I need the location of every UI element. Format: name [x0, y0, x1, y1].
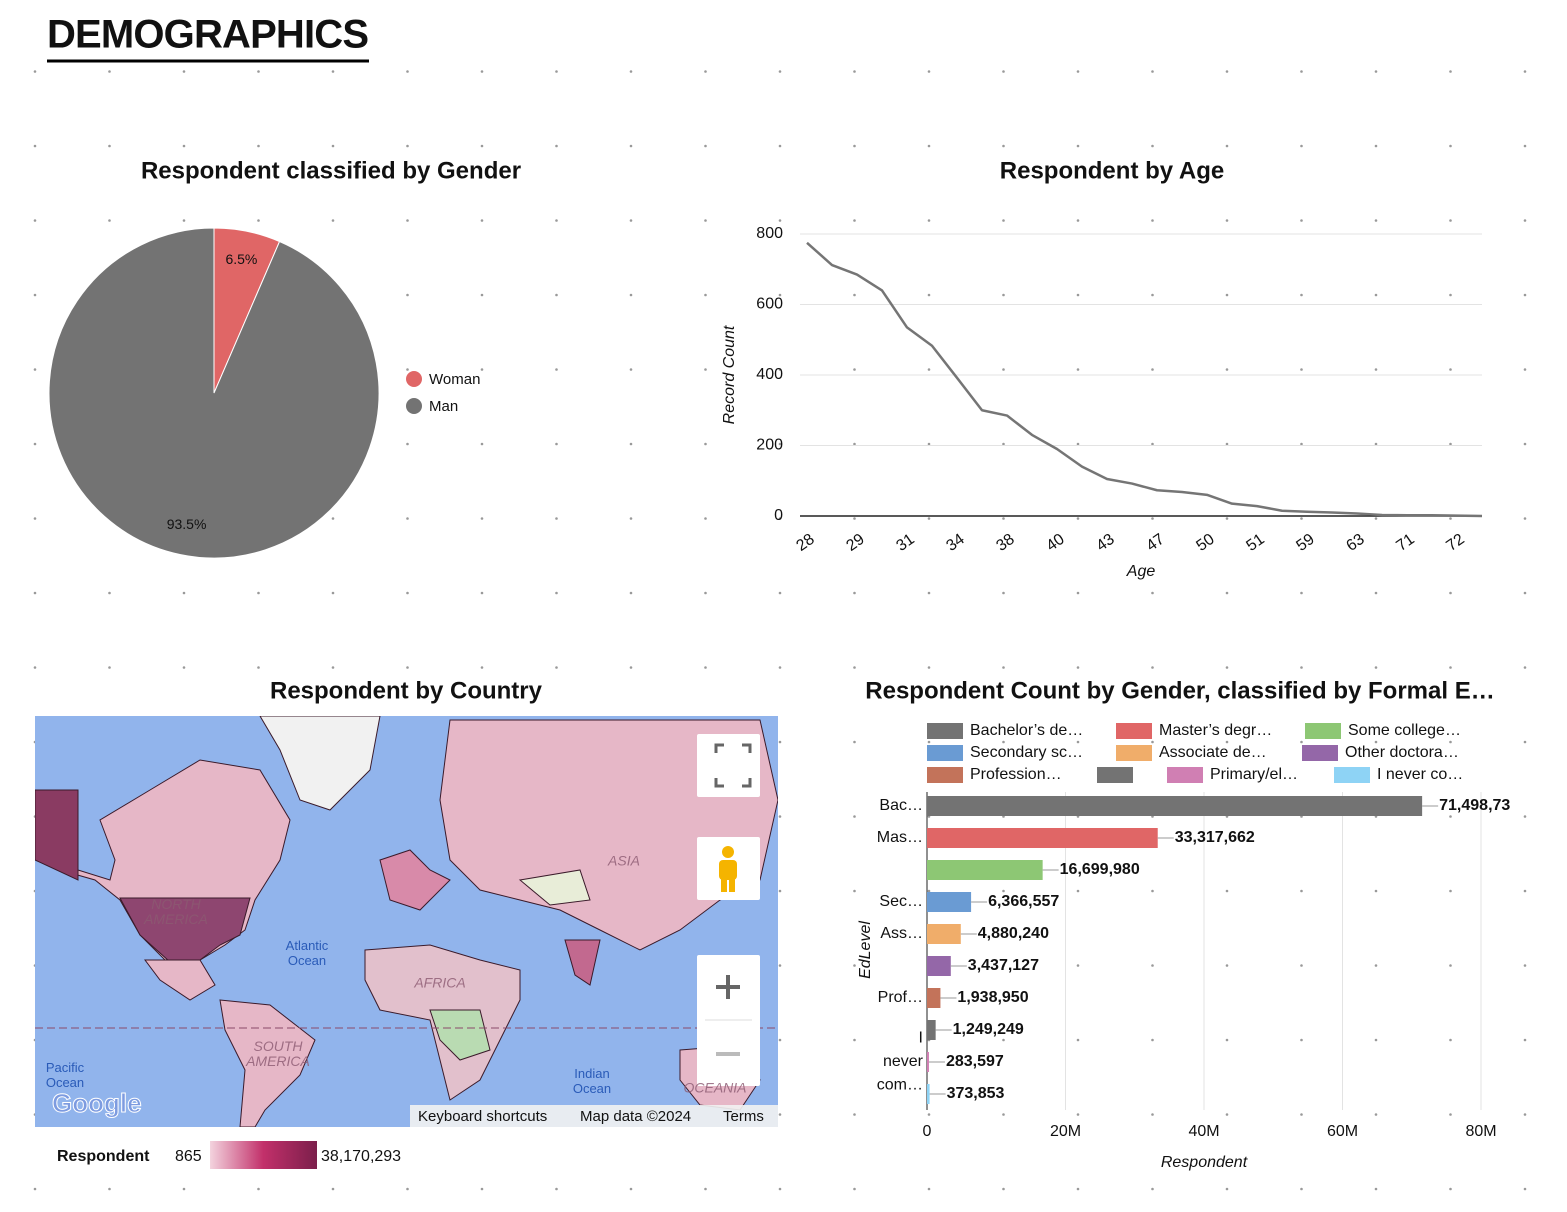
region-label: AFRICA: [413, 975, 465, 991]
y-tick-label: 0: [774, 507, 783, 524]
legend-swatch: [927, 767, 963, 783]
legend-label: Bachelor’s de…: [970, 722, 1083, 739]
bar: [927, 1052, 929, 1072]
legend-label: Some college…: [1348, 722, 1461, 739]
legend-label: Profession…: [970, 766, 1062, 783]
value-label: 283,597: [946, 1053, 1004, 1070]
value-label: 3,437,127: [968, 957, 1039, 974]
land: [35, 716, 778, 1127]
y-tick-label: 400: [756, 366, 783, 383]
pegman: [719, 846, 737, 892]
bar: [927, 860, 1043, 880]
slice-label: 6.5%: [225, 251, 257, 267]
y-tick-label: Ass…: [880, 925, 923, 942]
region-label: OCEANIA: [683, 1080, 746, 1096]
value-label: 33,317,662: [1175, 829, 1255, 846]
x-tick-label: 0: [923, 1123, 932, 1140]
y-axis-label: Record Count: [721, 325, 738, 424]
legend-swatch: [1334, 767, 1370, 783]
map: [35, 716, 778, 1127]
x-tick-label: 20M: [1050, 1123, 1081, 1140]
legend-swatch: [406, 371, 422, 387]
y-axis-label: EdLevel: [857, 921, 874, 979]
legend-min: 865: [175, 1148, 202, 1165]
y-tick-label: Bac…: [879, 797, 923, 814]
bar: [927, 988, 941, 1008]
legend-swatch: [927, 745, 963, 761]
y-tick-label: Mas…: [877, 829, 923, 846]
legend-swatch: [1167, 767, 1203, 783]
x-tick-label: 60M: [1327, 1123, 1358, 1140]
legend-label: Primary/el…: [1210, 766, 1298, 783]
region-label: SOUTH AMERICA: [245, 1038, 310, 1069]
legend-swatch: [1302, 745, 1338, 761]
pie-slice: [48, 227, 380, 559]
x-axis-label: Age: [1126, 563, 1156, 580]
legend-label: Associate de…: [1159, 744, 1267, 761]
y-tick-label: 800: [756, 225, 783, 242]
bar: [927, 796, 1423, 816]
map-attribution[interactable]: Keyboard shortcuts: [418, 1108, 547, 1125]
legend-swatch: [1116, 723, 1152, 739]
chart-title: Respondent Count by Gender, classified b…: [865, 677, 1494, 704]
bar: [927, 892, 972, 912]
chart-title: Respondent classified by Gender: [141, 157, 521, 184]
legend-label: Master’s degr…: [1159, 722, 1272, 739]
bar: [927, 1020, 936, 1040]
region-label: NORTH AMERICA: [143, 896, 208, 927]
region-label: Atlantic Ocean: [286, 938, 329, 968]
bar: [927, 1084, 930, 1104]
value-label: 71,498,73: [1439, 797, 1510, 814]
bar: [927, 828, 1158, 848]
zoom-in[interactable]: [716, 975, 740, 999]
map-logo: Google: [52, 1088, 142, 1118]
legend-swatch: [1305, 723, 1341, 739]
legend-swatch: [927, 723, 963, 739]
fullscreen-button[interactable]: [697, 734, 760, 797]
map-attribution[interactable]: Terms: [723, 1108, 764, 1125]
color-scale: [210, 1141, 317, 1169]
legend-max: 38,170,293: [321, 1148, 401, 1165]
value-label: 1,249,249: [953, 1021, 1024, 1038]
legend-label: Man: [429, 398, 458, 415]
value-label: 6,366,557: [988, 893, 1059, 910]
legend-swatch: [1097, 767, 1133, 783]
y-tick-label: 600: [756, 296, 783, 313]
bar: [927, 924, 961, 944]
y-tick-label: Sec…: [879, 893, 923, 910]
attribution-bar: [410, 1105, 778, 1127]
region-label: Pacific Ocean: [46, 1060, 85, 1090]
x-axis-label: Respondent: [1161, 1154, 1248, 1171]
slice-label: 93.5%: [167, 516, 207, 532]
region-label: Indian Ocean: [573, 1066, 611, 1096]
map-attribution[interactable]: Map data ©2024: [580, 1108, 691, 1125]
legend-label: Secondary sc…: [970, 744, 1083, 761]
bar: [927, 956, 951, 976]
y-tick-label: Prof…: [878, 989, 923, 1006]
value-label: 4,880,240: [978, 925, 1049, 942]
chart-title: Respondent by Age: [1000, 157, 1224, 184]
chart-title: Respondent by Country: [270, 677, 543, 704]
legend-title: Respondent: [57, 1148, 150, 1165]
x-tick-label: 40M: [1188, 1123, 1219, 1140]
legend-label: I never co…: [1377, 766, 1463, 783]
page-title: DEMOGRAPHICS: [47, 13, 369, 57]
fullscreen-icon: [714, 743, 752, 788]
value-label: 373,853: [947, 1085, 1005, 1102]
legend-label: Other doctora…: [1345, 744, 1459, 761]
legend-label: Woman: [429, 371, 480, 388]
value-label: 16,699,980: [1060, 861, 1140, 878]
line-series: [806, 241, 1483, 518]
legend-swatch: [406, 398, 422, 414]
x-tick-label: 80M: [1465, 1123, 1496, 1140]
region-label: ASIA: [607, 853, 640, 869]
value-label: 1,938,950: [957, 989, 1028, 1006]
legend-swatch: [1116, 745, 1152, 761]
y-tick-label: 200: [756, 437, 783, 454]
